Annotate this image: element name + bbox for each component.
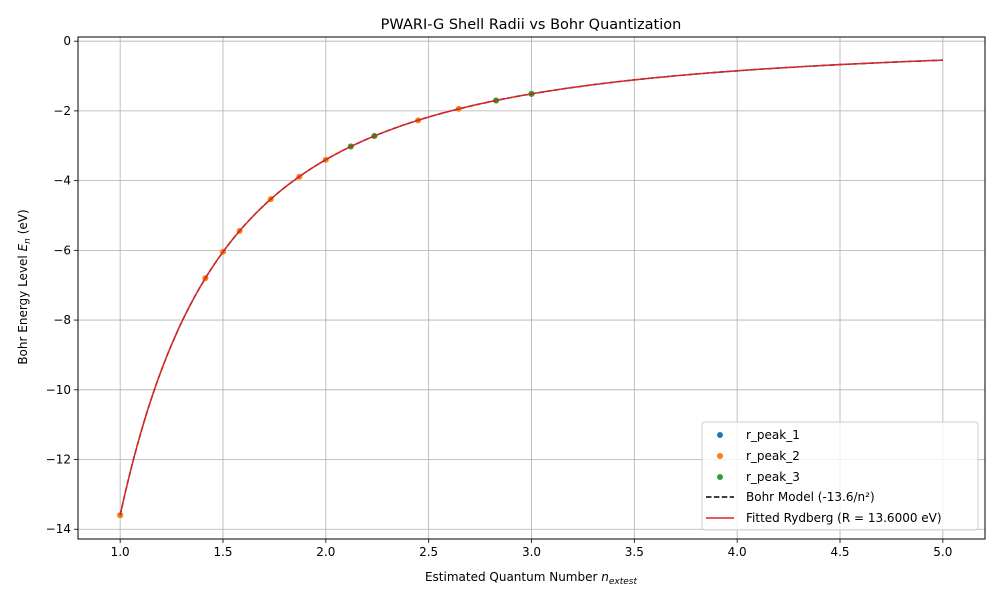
x-tick-label: 1.5 <box>213 545 232 559</box>
legend-marker-r-peak-3 <box>717 474 723 480</box>
legend-box <box>701 421 979 531</box>
legend-marker-r-peak-2 <box>717 453 723 459</box>
y-axis-label-unit: (eV) <box>16 209 30 238</box>
legend-label-fitted-rydberg: Fitted Rydberg (R = 13.6000 eV) <box>746 511 942 525</box>
x-tick-layer: 1.0 1.5 2.0 2.5 3.0 3.5 4.0 4.5 5.0 <box>111 539 952 559</box>
x-tick-label: 2.0 <box>316 545 335 559</box>
y-tick-label: −6 <box>53 243 71 257</box>
point-r-peak-2 <box>117 512 124 519</box>
x-tick-label: 4.0 <box>728 545 747 559</box>
y-tick-label: −2 <box>53 104 71 118</box>
legend-label-r-peak-2: r_peak_2 <box>746 449 800 463</box>
x-tick-label: 3.0 <box>522 545 541 559</box>
x-tick-label: 5.0 <box>933 545 952 559</box>
y-axis-label-symbol: E <box>16 243 30 251</box>
y-tick-label: −14 <box>46 522 71 536</box>
chart-title: PWARI-G Shell Radii vs Bohr Quantization <box>381 17 682 33</box>
legend-label-bohr-model: Bohr Model (-13.6/n²) <box>746 490 875 504</box>
x-axis-label-symbol: n <box>601 570 609 584</box>
y-tick-layer: 0 −2 −4 −6 −8 −10 −12 −14 <box>46 34 78 536</box>
legend-label-r-peak-3: r_peak_3 <box>746 470 800 484</box>
x-axis-label: Estimated Quantum Number nextest <box>425 570 638 587</box>
y-tick-label: −12 <box>46 453 71 467</box>
y-axis-label-text: Bohr Energy Level <box>16 251 30 364</box>
y-tick-label: −10 <box>46 383 71 397</box>
y-axis-label: Bohr Energy Level En (eV) <box>16 209 33 364</box>
line-fitted-rydberg-r-13-6000-ev <box>119 59 943 516</box>
x-axis-label-subscript: extest <box>609 577 638 587</box>
x-tick-label: 2.5 <box>419 545 438 559</box>
x-tick-label: 4.5 <box>830 545 849 559</box>
x-axis-label-text: Estimated Quantum Number <box>425 570 601 584</box>
legend-marker-r-peak-1 <box>717 432 723 438</box>
plot-layer <box>117 59 943 519</box>
x-tick-label: 1.0 <box>111 545 130 559</box>
x-tick-label: 3.5 <box>625 545 644 559</box>
grid-layer <box>78 37 985 539</box>
legend: r_peak_1 r_peak_2 r_peak_3 Bohr Model (-… <box>701 421 979 531</box>
legend-label-r-peak-1: r_peak_1 <box>746 428 800 442</box>
y-axis-label-subscript: n <box>23 238 33 244</box>
y-tick-label: 0 <box>63 34 71 48</box>
y-tick-label: −4 <box>53 174 71 188</box>
y-tick-label: −8 <box>53 313 71 327</box>
